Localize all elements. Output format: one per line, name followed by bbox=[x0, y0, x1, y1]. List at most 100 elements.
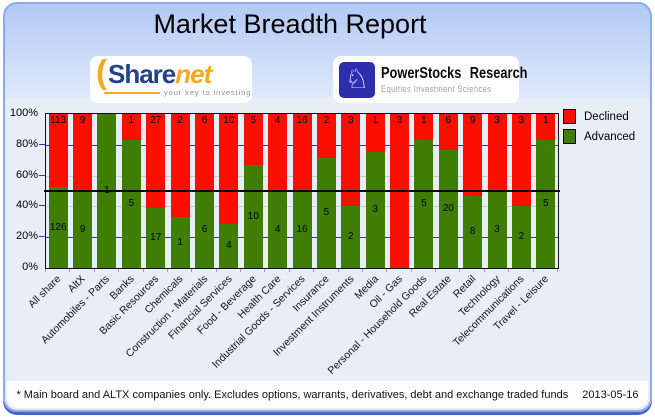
sharenet-tagline: your key to investing bbox=[164, 88, 252, 97]
declined-segment bbox=[414, 114, 434, 140]
declined-value-label: 6 bbox=[445, 115, 452, 126]
legend-item-declined: Declined bbox=[563, 109, 635, 124]
axis-boundary-tick bbox=[215, 269, 217, 272]
y-axis-label: 100% bbox=[9, 107, 38, 119]
advanced-value-label: 5 bbox=[543, 198, 549, 209]
advanced-value-label: 2 bbox=[347, 231, 354, 242]
report-date: 2013-05-16 bbox=[582, 388, 639, 401]
axis-boundary-tick bbox=[191, 269, 193, 272]
advanced-value-label: 5 bbox=[323, 207, 330, 218]
axis-boundary-tick bbox=[240, 269, 242, 272]
advanced-value-label: 20 bbox=[442, 203, 454, 214]
declined-value-label: 3 bbox=[518, 115, 525, 126]
breadth-chart: 1131269911527172166104510441616253213315… bbox=[5, 100, 650, 386]
declined-segment bbox=[463, 114, 483, 196]
sharenet-word-share: Share bbox=[108, 59, 176, 89]
y-axis-tick bbox=[39, 174, 45, 176]
advanced-segment bbox=[487, 191, 507, 268]
y-axis-label: 60% bbox=[15, 168, 38, 181]
advanced-value-label: 2 bbox=[518, 231, 525, 242]
legend-item-advanced: Advanced bbox=[563, 129, 635, 144]
declined-segment bbox=[511, 114, 531, 206]
declined-segment bbox=[121, 114, 141, 140]
advanced-segment bbox=[536, 140, 556, 268]
declined-value-label: 27 bbox=[150, 115, 162, 126]
legend-label-advanced: Advanced bbox=[584, 130, 636, 143]
advanced-segment bbox=[146, 208, 166, 268]
advanced-value-label: 10 bbox=[247, 210, 259, 222]
declined-value-label: 5 bbox=[250, 115, 257, 126]
legend: Declined Advanced bbox=[563, 109, 635, 144]
advanced-segment bbox=[73, 191, 93, 268]
bar-group: 27 17 bbox=[146, 114, 166, 268]
declined-segment bbox=[341, 114, 361, 206]
declined-segment bbox=[487, 114, 507, 191]
y-axis-label: 20% bbox=[15, 230, 38, 243]
y-axis-tick bbox=[39, 236, 45, 238]
declined-value-label: 3 bbox=[347, 115, 354, 126]
declined-value-label: 9 bbox=[469, 115, 476, 126]
advanced-swatch bbox=[563, 129, 576, 144]
declined-value-label: 3 bbox=[396, 115, 403, 126]
advanced-value-label: 5 bbox=[421, 198, 427, 209]
declined-value-label: 2 bbox=[177, 115, 183, 126]
advanced-value-label: 9 bbox=[79, 223, 86, 235]
declined-value-label: 10 bbox=[223, 115, 235, 126]
declined-value-label: 1 bbox=[543, 115, 549, 126]
advanced-value-label: 3 bbox=[494, 223, 500, 235]
y-axis-label: 0% bbox=[22, 261, 38, 273]
midline-50pct bbox=[44, 190, 560, 192]
declined-segment bbox=[243, 114, 263, 165]
axis-boundary-tick bbox=[435, 269, 437, 272]
declined-value-label: 2 bbox=[323, 115, 330, 126]
declined-value-label: 1 bbox=[421, 115, 427, 126]
axis-boundary-tick bbox=[386, 269, 388, 272]
axis-boundary-tick bbox=[557, 269, 558, 272]
bar-group: 16 16 bbox=[292, 114, 312, 268]
axis-boundary-tick bbox=[532, 269, 534, 272]
advanced-segment bbox=[365, 152, 385, 268]
advanced-segment bbox=[194, 191, 214, 268]
declined-value-label: 113 bbox=[50, 115, 67, 126]
advanced-segment bbox=[341, 206, 361, 268]
advanced-segment bbox=[292, 191, 312, 268]
axis-boundary-tick bbox=[69, 269, 71, 272]
axis-boundary-tick bbox=[45, 269, 46, 272]
legend-label-declined: Declined bbox=[584, 110, 629, 123]
advanced-segment bbox=[414, 140, 434, 268]
advanced-segment bbox=[316, 158, 336, 268]
declined-value-label: 1 bbox=[372, 115, 378, 126]
advanced-segment bbox=[463, 196, 483, 268]
sharenet-wordmark: ( Share net bbox=[96, 55, 244, 89]
chess-knight-icon: ♘ bbox=[339, 61, 375, 98]
declined-segment bbox=[292, 114, 312, 191]
advanced-value-label: 4 bbox=[226, 240, 232, 251]
sharenet-word-net: net bbox=[175, 59, 212, 89]
axis-boundary-tick bbox=[142, 269, 144, 272]
axis-boundary-tick bbox=[508, 269, 510, 272]
advanced-segment bbox=[511, 206, 531, 268]
declined-segment bbox=[194, 114, 214, 191]
y-axis-tick bbox=[39, 143, 45, 145]
advanced-segment bbox=[48, 187, 68, 268]
advanced-value-label: 8 bbox=[469, 226, 476, 237]
advanced-value-label: 5 bbox=[128, 198, 135, 209]
advanced-value-label: 6 bbox=[201, 223, 208, 235]
page-title: Market Breadth Report bbox=[153, 9, 427, 39]
y-axis-label: 40% bbox=[15, 199, 38, 212]
declined-value-label: 16 bbox=[296, 115, 308, 126]
sharenet-underline bbox=[104, 91, 160, 94]
declined-segment bbox=[170, 114, 190, 217]
declined-value-label: 9 bbox=[79, 115, 86, 126]
axis-boundary-tick bbox=[288, 269, 290, 272]
plot-area: 1131269911527172166104510441616253213315… bbox=[44, 113, 560, 269]
